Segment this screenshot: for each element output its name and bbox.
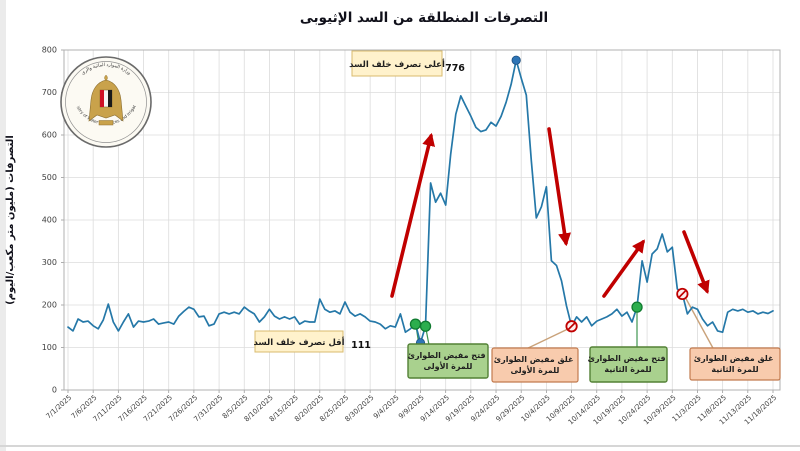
svg-text:فتح مفيض الطوارئ للمرة: فتح مفيض الطوارئ للمرة الأولى xyxy=(408,351,489,371)
eagle-emblem xyxy=(88,74,124,126)
y-tick-label: 200 xyxy=(42,301,57,310)
spillway-close-2-box: غلق مفيض الطوارئ للمرة الثانية xyxy=(689,347,781,381)
y-tick-label: 300 xyxy=(42,258,57,267)
spillway-open-marker xyxy=(419,320,432,332)
spillway-open-1-box: فتح مفيض الطوارئ للمرة الأولى xyxy=(407,343,489,379)
svg-text:غلق مفيض الطوارئ للمرة: غلق مفيض الطوارئ للمرة الأولى xyxy=(494,355,576,375)
spillway-close-1-box: غلق مفيض الطوارئ للمرة الأولى xyxy=(491,347,579,383)
data-point-marker xyxy=(511,55,521,65)
svg-text:فتح مفيض الطوارئ للمرة: فتح مفيض الطوارئ للمرة الثانية xyxy=(588,354,669,374)
y-tick-label: 400 xyxy=(42,216,57,225)
min-value-label: 111 xyxy=(351,340,371,351)
page-title: التصرفات المنطلقة من السد الإثيوبى xyxy=(300,10,548,26)
max-discharge-annotation: أعلى تصرف خلف السد 776 xyxy=(349,50,465,77)
ministry-logo: وزارة الموارد المائية والري Ministry of … xyxy=(0,0,152,148)
y-tick-label: 800 xyxy=(42,46,57,55)
spillway-open-2-box: فتح مفيض الطوارئ للمرة الثانية xyxy=(588,346,669,383)
spillway-close-marker xyxy=(565,320,578,333)
y-axis-title: التصرفات (مليون متر مكعب/اليوم) xyxy=(5,135,16,305)
y-tick-label: 500 xyxy=(42,173,57,182)
x-tick-label: 7/1/2025 xyxy=(45,394,74,421)
max-value-label: 776 xyxy=(445,63,465,74)
photo-edge-bottom xyxy=(0,445,800,447)
y-tick-label: 100 xyxy=(42,343,57,352)
x-axis-tick-labels: 7/1/20257/6/20257/11/20257/16/20257/21/2… xyxy=(45,394,779,427)
min-discharge-label: أقل تصرف خلف السد xyxy=(253,336,344,348)
min-discharge-annotation: أقل تصرف خلف السد 111 xyxy=(253,330,371,353)
y-axis-tick-labels: 0 100 200 300 400 500 600 700 800 xyxy=(42,46,57,395)
rise-arrow-2 xyxy=(602,239,645,298)
spillway-open-marker xyxy=(631,301,643,313)
annotation-leaders xyxy=(415,294,715,351)
y-tick-label: 0 xyxy=(52,386,57,395)
event-markers xyxy=(409,55,689,348)
y-tick-label: 700 xyxy=(42,88,57,97)
trend-arrows xyxy=(390,127,710,298)
rise-arrow-1 xyxy=(390,132,436,298)
fall-arrow-1 xyxy=(547,127,571,247)
y-tick-label: 600 xyxy=(42,131,57,140)
photo-edge-left xyxy=(0,0,6,451)
fall-arrow-2 xyxy=(682,230,710,295)
x-tick-label: 9/4/2025 xyxy=(372,394,401,421)
spillway-open-marker xyxy=(409,318,422,330)
max-discharge-label: أعلى تصرف خلف السد xyxy=(349,58,445,70)
svg-text:غلق مفيض الطوارئ للمرة: غلق مفيض الطوارئ للمرة الثانية xyxy=(694,354,776,374)
spillway-close-marker xyxy=(676,287,689,301)
